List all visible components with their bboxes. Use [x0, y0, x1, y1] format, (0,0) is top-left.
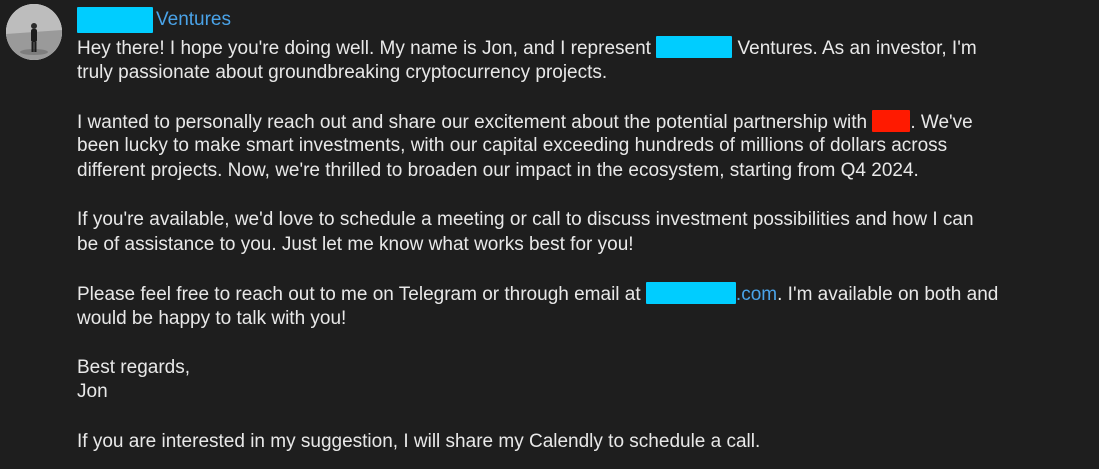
- message-line: be of assistance to you. Just let me kno…: [77, 233, 634, 255]
- message-line: different projects. Now, we're thrilled …: [77, 159, 919, 181]
- message-line: If you're available, we'd love to schedu…: [77, 209, 974, 231]
- message-line: I wanted to personally reach out and sha…: [77, 109, 1093, 135]
- paragraph-meeting: If you're available, we'd love to schedu…: [77, 208, 1093, 257]
- paragraph-calendly: If you are interested in my suggestion, …: [77, 430, 1093, 455]
- sender-name[interactable]: Ventures: [77, 6, 231, 34]
- paragraph-partnership: I wanted to personally reach out and sha…: [77, 109, 1093, 184]
- message-line: truly passionate about groundbreaking cr…: [77, 61, 608, 83]
- paragraph-signoff: Best regards, Jon: [77, 356, 1093, 405]
- text-span: . We've: [910, 111, 973, 133]
- text-span: Please feel free to reach out to me on T…: [77, 283, 641, 305]
- text-span: I wanted to personally reach out and sha…: [77, 111, 868, 133]
- redacted-name-block: [77, 7, 153, 33]
- redacted-email-block: [645, 281, 736, 304]
- message-line: If you are interested in my suggestion, …: [77, 430, 761, 452]
- text-span: Hey there! I hope you're doing well. My …: [77, 38, 651, 59]
- message-line: Best regards,: [77, 356, 190, 378]
- sender-name-suffix: Ventures: [156, 9, 231, 30]
- message-body: Hey there! I hope you're doing well. My …: [77, 36, 1093, 454]
- avatar-photo: [6, 4, 62, 60]
- redacted-company-block: [656, 36, 733, 58]
- message-line: Hey there! I hope you're doing well. My …: [77, 36, 1093, 61]
- text-span: . I'm available on both and: [777, 283, 999, 305]
- message-line: been lucky to make smart investments, wi…: [77, 135, 948, 157]
- message-line: Jon: [77, 381, 108, 403]
- message-line: would be happy to talk with you!: [77, 307, 347, 329]
- redacted-project-block: [872, 109, 911, 132]
- sender-avatar[interactable]: [6, 4, 62, 60]
- message-line: Please feel free to reach out to me on T…: [77, 281, 1093, 307]
- email-link[interactable]: .com: [735, 283, 778, 305]
- text-span: Ventures. As an investor, I'm: [737, 38, 977, 59]
- paragraph-intro: Hey there! I hope you're doing well. My …: [77, 36, 1093, 85]
- paragraph-contact: Please feel free to reach out to me on T…: [77, 281, 1093, 331]
